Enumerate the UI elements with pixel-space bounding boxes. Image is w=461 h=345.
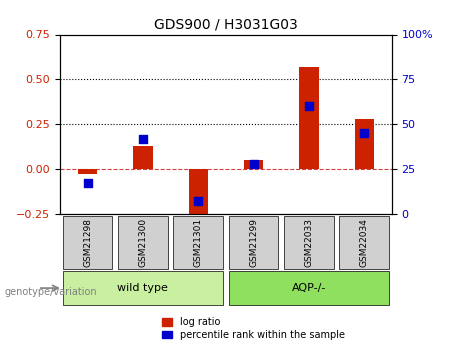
Legend: log ratio, percentile rank within the sample: log ratio, percentile rank within the sa… bbox=[162, 317, 345, 340]
Text: GSM21299: GSM21299 bbox=[249, 218, 258, 267]
Title: GDS900 / H3031G03: GDS900 / H3031G03 bbox=[154, 18, 298, 32]
FancyBboxPatch shape bbox=[63, 271, 223, 305]
Text: GSM22034: GSM22034 bbox=[360, 218, 369, 267]
Bar bbox=[78, 169, 97, 175]
FancyBboxPatch shape bbox=[173, 216, 223, 269]
FancyBboxPatch shape bbox=[229, 271, 389, 305]
FancyBboxPatch shape bbox=[229, 216, 278, 269]
Bar bbox=[244, 160, 263, 169]
Bar bbox=[299, 67, 319, 169]
Point bbox=[195, 199, 202, 204]
Text: GSM22033: GSM22033 bbox=[304, 218, 313, 267]
Text: GSM21300: GSM21300 bbox=[138, 218, 148, 267]
FancyBboxPatch shape bbox=[339, 216, 389, 269]
FancyBboxPatch shape bbox=[118, 216, 168, 269]
Point bbox=[305, 104, 313, 109]
Point bbox=[361, 130, 368, 136]
Text: AQP-/-: AQP-/- bbox=[292, 283, 326, 293]
Text: genotype/variation: genotype/variation bbox=[5, 287, 97, 296]
FancyBboxPatch shape bbox=[63, 216, 112, 269]
Point bbox=[250, 161, 257, 166]
Text: GSM21298: GSM21298 bbox=[83, 218, 92, 267]
Text: GSM21301: GSM21301 bbox=[194, 218, 203, 267]
Bar bbox=[133, 146, 153, 169]
Point bbox=[139, 136, 147, 141]
Bar bbox=[355, 119, 374, 169]
Text: wild type: wild type bbox=[118, 283, 168, 293]
FancyBboxPatch shape bbox=[284, 216, 334, 269]
Point bbox=[84, 180, 91, 185]
Bar bbox=[189, 169, 208, 219]
